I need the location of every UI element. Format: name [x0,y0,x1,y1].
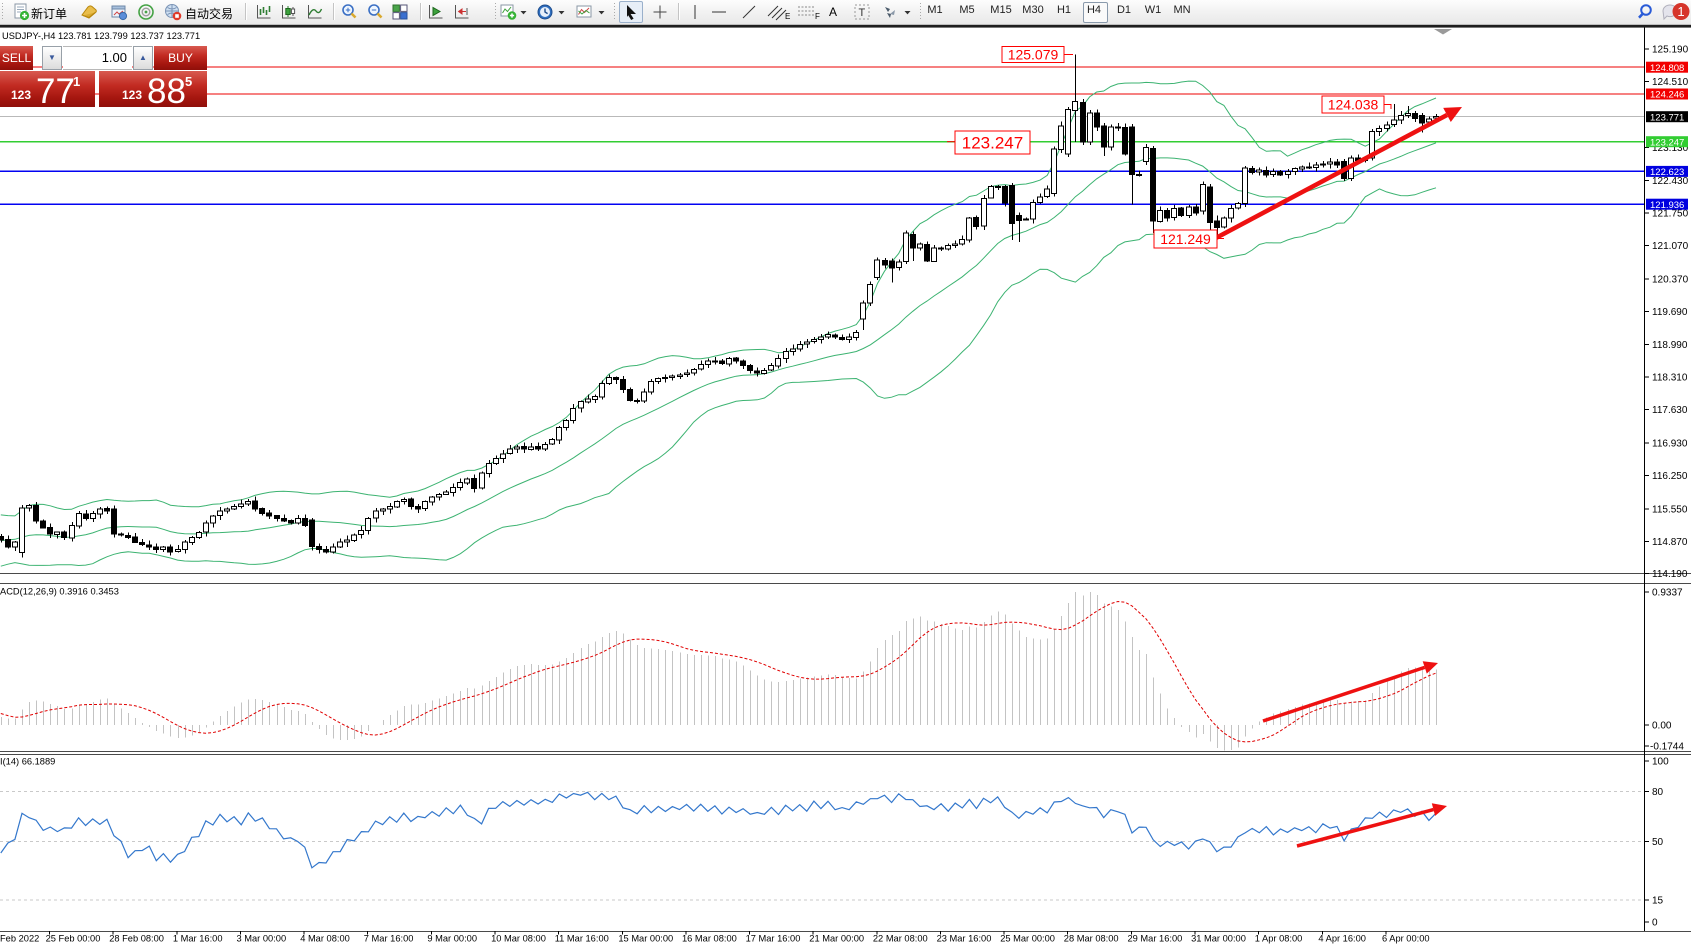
svg-text:29 Mar 16:00: 29 Mar 16:00 [1128,934,1183,944]
svg-text:119.690: 119.690 [1652,307,1688,318]
svg-text:6 Apr 00:00: 6 Apr 00:00 [1382,934,1430,944]
svg-text:15: 15 [1652,896,1664,907]
svg-text:100: 100 [1652,757,1669,768]
svg-text:121.750: 121.750 [1652,209,1689,220]
svg-text:10 Mar 08:00: 10 Mar 08:00 [491,934,546,944]
svg-text:4 Apr 16:00: 4 Apr 16:00 [1318,934,1366,944]
svg-text:0.9337: 0.9337 [1652,588,1683,599]
svg-text:118.990: 118.990 [1652,340,1688,351]
svg-text:125.079: 125.079 [1008,47,1059,63]
svg-text:28 Mar 08:00: 28 Mar 08:00 [1064,934,1119,944]
svg-text:9 Mar 00:00: 9 Mar 00:00 [427,934,477,944]
svg-text:80: 80 [1652,787,1664,798]
svg-text:1 Mar 16:00: 1 Mar 16:00 [173,934,223,944]
svg-text:3 Mar 00:00: 3 Mar 00:00 [237,934,287,944]
svg-text:0: 0 [1652,918,1658,929]
svg-text:116.930: 116.930 [1652,439,1688,450]
svg-text:11 Mar 16:00: 11 Mar 16:00 [555,934,609,944]
svg-text:0.00: 0.00 [1652,721,1672,732]
svg-text:22 Mar 08:00: 22 Mar 08:00 [873,934,928,944]
svg-text:116.250: 116.250 [1652,471,1688,482]
svg-text:124.808: 124.808 [1650,63,1684,74]
svg-text:31 Mar 00:00: 31 Mar 00:00 [1191,934,1246,944]
svg-text:4 Mar 08:00: 4 Mar 08:00 [300,934,350,944]
svg-text:122.623: 122.623 [1650,167,1684,178]
svg-text:118.310: 118.310 [1652,373,1688,384]
svg-text:117.630: 117.630 [1652,405,1688,416]
svg-text:Feb 2022: Feb 2022 [0,934,39,944]
svg-text:16 Mar 08:00: 16 Mar 08:00 [682,934,737,944]
svg-text:120.370: 120.370 [1652,274,1689,285]
svg-text:25 Feb 00:00: 25 Feb 00:00 [46,934,101,944]
svg-text:123.130: 123.130 [1652,143,1689,154]
svg-text:125.190: 125.190 [1652,45,1689,56]
svg-text:I(14) 66.1889: I(14) 66.1889 [0,757,55,767]
svg-text:7 Mar 16:00: 7 Mar 16:00 [364,934,414,944]
svg-text:122.430: 122.430 [1652,176,1689,187]
svg-text:124.038: 124.038 [1328,97,1379,113]
svg-text:USDJPY-,H4 123.781 123.799 12: USDJPY-,H4 123.781 123.799 123.737 123.7… [2,31,200,41]
svg-text:28 Feb 08:00: 28 Feb 08:00 [109,934,164,944]
svg-text:23 Mar 16:00: 23 Mar 16:00 [937,934,992,944]
svg-text:124.510: 124.510 [1652,77,1689,88]
svg-text:124.246: 124.246 [1650,90,1684,101]
svg-text:T: T [859,7,866,19]
svg-text:F: F [815,12,820,21]
svg-text:114.190: 114.190 [1652,569,1688,580]
svg-text:121.249: 121.249 [1160,231,1211,247]
svg-text:25 Mar 00:00: 25 Mar 00:00 [1000,934,1055,944]
svg-text:1 Apr 08:00: 1 Apr 08:00 [1255,934,1303,944]
svg-text:114.870: 114.870 [1652,537,1688,548]
svg-text:115.550: 115.550 [1652,504,1688,515]
svg-text:15 Mar 00:00: 15 Mar 00:00 [618,934,673,944]
svg-text:-0.1744: -0.1744 [1650,742,1684,753]
svg-text:123.247: 123.247 [1650,137,1684,148]
svg-text:E: E [785,12,790,21]
svg-text:1: 1 [1677,4,1684,19]
svg-text:121.070: 121.070 [1652,241,1689,252]
svg-text:121.936: 121.936 [1650,200,1684,211]
svg-text:123.771: 123.771 [1650,112,1684,123]
svg-text:50: 50 [1652,837,1664,848]
svg-text:21 Mar 00:00: 21 Mar 00:00 [809,934,864,944]
svg-text:ACD(12,26,9) 0.3916 0.3453: ACD(12,26,9) 0.3916 0.3453 [0,587,119,597]
svg-text:17 Mar 16:00: 17 Mar 16:00 [746,934,801,944]
svg-text:123.247: 123.247 [962,134,1023,153]
